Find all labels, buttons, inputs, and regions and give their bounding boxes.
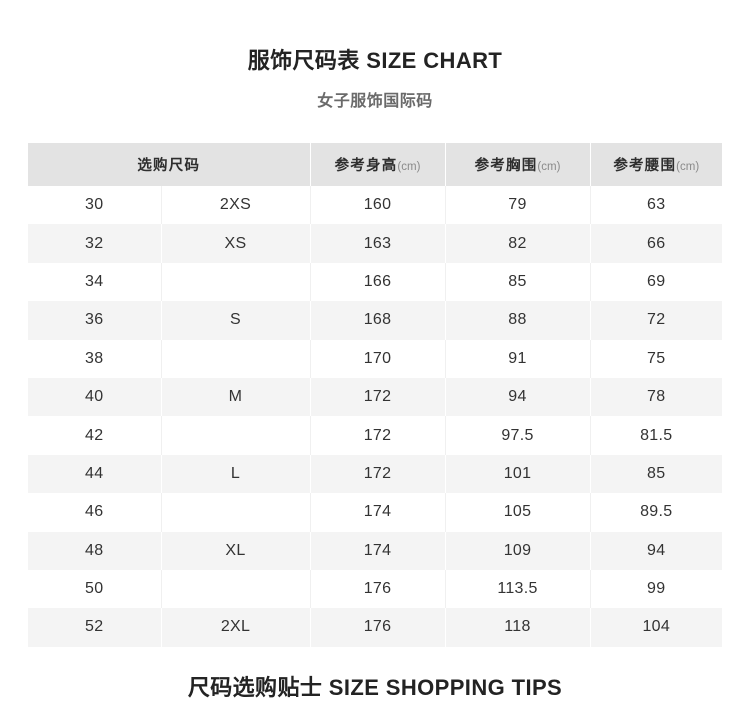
table-row: 44 L 172 101 85: [28, 454, 722, 494]
waist-cell: 81.5: [590, 416, 722, 455]
bust-cell: 91: [445, 339, 591, 378]
table-row: 30 2XS 160 79 63: [28, 186, 722, 225]
bust-cell: 113.5: [445, 569, 591, 609]
table-row: 32 XS 163 82 66: [28, 224, 722, 263]
column-header-height-label: 参考身高: [334, 158, 398, 174]
height-cell: 160: [310, 186, 446, 225]
page-subtitle: 女子服饰国际码: [317, 93, 433, 110]
table-row: 36 S 168 88 72: [28, 301, 722, 340]
size-letter-cell: 2XS: [161, 186, 311, 225]
column-header-bust: 参考胸围(cm): [445, 143, 591, 186]
waist-cell: 72: [590, 301, 722, 340]
footer-block: 尺码选购贴士 SIZE SHOPPING TIPS: [0, 673, 750, 703]
table-row: 46 174 105 89.5: [28, 493, 722, 532]
column-header-waist: 参考腰围(cm): [590, 143, 722, 186]
size-chart-table-wrapper: 选购尺码 参考身高(cm) 参考胸围(cm) 参考腰围(cm) 30 2XS 160…: [28, 143, 722, 647]
column-header-bust-unit: (cm): [537, 161, 561, 173]
waist-cell: 89.5: [590, 493, 722, 532]
waist-cell: 94: [590, 531, 722, 570]
bust-cell: 97.5: [445, 416, 591, 455]
table-row: 42 172 97.5 81.5: [28, 416, 722, 455]
size-letter-cell: [161, 569, 311, 609]
waist-cell: 104: [590, 608, 722, 647]
size-number-cell: 34: [28, 262, 162, 302]
page-title: 服饰尺码表 SIZE CHART: [247, 48, 503, 73]
table-row: 50 176 113.5 99: [28, 569, 722, 609]
height-cell: 172: [310, 454, 446, 494]
size-number-cell: 44: [28, 454, 162, 494]
height-cell: 168: [310, 301, 446, 340]
size-number-cell: 48: [28, 531, 162, 570]
title-block: 服饰尺码表 SIZE CHART 女子服饰国际码: [0, 0, 750, 114]
size-number-cell: 42: [28, 416, 162, 455]
bust-cell: 105: [445, 493, 591, 532]
waist-cell: 78: [590, 377, 722, 417]
column-header-height-unit: (cm): [397, 161, 421, 173]
table-row: 48 XL 174 109 94: [28, 531, 722, 570]
height-cell: 163: [310, 224, 446, 263]
size-number-cell: 38: [28, 339, 162, 378]
height-cell: 174: [310, 493, 446, 532]
bust-cell: 101: [445, 454, 591, 494]
bust-cell: 94: [445, 377, 591, 417]
bust-cell: 79: [445, 186, 591, 225]
table-row: 40 M 172 94 78: [28, 377, 722, 417]
height-cell: 176: [310, 569, 446, 609]
table-row: 52 2XL 176 118 104: [28, 608, 722, 647]
height-cell: 172: [310, 377, 446, 417]
column-header-waist-label: 参考腰围: [613, 158, 677, 174]
waist-cell: 69: [590, 262, 722, 302]
bust-cell: 109: [445, 531, 591, 570]
size-number-cell: 50: [28, 569, 162, 609]
table-header-row: 选购尺码 参考身高(cm) 参考胸围(cm) 参考腰围(cm): [28, 143, 722, 186]
footer-title: 尺码选购贴士 SIZE SHOPPING TIPS: [187, 675, 563, 700]
size-letter-cell: L: [161, 454, 311, 494]
column-header-size-group: 选购尺码: [28, 143, 311, 186]
waist-cell: 75: [590, 339, 722, 378]
column-header-size-group-label: 选购尺码: [137, 158, 201, 174]
size-number-cell: 46: [28, 493, 162, 532]
bust-cell: 118: [445, 608, 591, 647]
height-cell: 176: [310, 608, 446, 647]
waist-cell: 99: [590, 569, 722, 609]
size-number-cell: 32: [28, 224, 162, 263]
table-body: 30 2XS 160 79 63 32 XS 163 82 66 34 166 85 69 36 S 168 88…: [28, 186, 722, 647]
column-header-waist-unit: (cm): [676, 161, 700, 173]
height-cell: 174: [310, 531, 446, 570]
size-letter-cell: [161, 493, 311, 532]
size-number-cell: 52: [28, 608, 162, 647]
table-row: 34 166 85 69: [28, 262, 722, 302]
waist-cell: 66: [590, 224, 722, 263]
column-header-bust-label: 参考胸围: [474, 158, 538, 174]
bust-cell: 82: [445, 224, 591, 263]
size-letter-cell: [161, 262, 311, 302]
height-cell: 170: [310, 339, 446, 378]
size-letter-cell: [161, 339, 311, 378]
size-letter-cell: [161, 416, 311, 455]
bust-cell: 85: [445, 262, 591, 302]
size-letter-cell: M: [161, 377, 311, 417]
table-row: 38 170 91 75: [28, 339, 722, 378]
size-chart-table: 选购尺码 参考身高(cm) 参考胸围(cm) 参考腰围(cm) 30 2XS 160…: [28, 143, 722, 647]
column-header-height: 参考身高(cm): [310, 143, 446, 186]
table-header: 选购尺码 参考身高(cm) 参考胸围(cm) 参考腰围(cm): [28, 143, 722, 186]
height-cell: 166: [310, 262, 446, 302]
waist-cell: 85: [590, 454, 722, 494]
size-number-cell: 36: [28, 301, 162, 340]
size-number-cell: 30: [28, 186, 162, 225]
size-letter-cell: XS: [161, 224, 311, 263]
size-letter-cell: S: [161, 301, 311, 340]
size-number-cell: 40: [28, 377, 162, 417]
height-cell: 172: [310, 416, 446, 455]
waist-cell: 63: [590, 186, 722, 225]
size-letter-cell: XL: [161, 531, 311, 570]
size-letter-cell: 2XL: [161, 608, 311, 647]
bust-cell: 88: [445, 301, 591, 340]
